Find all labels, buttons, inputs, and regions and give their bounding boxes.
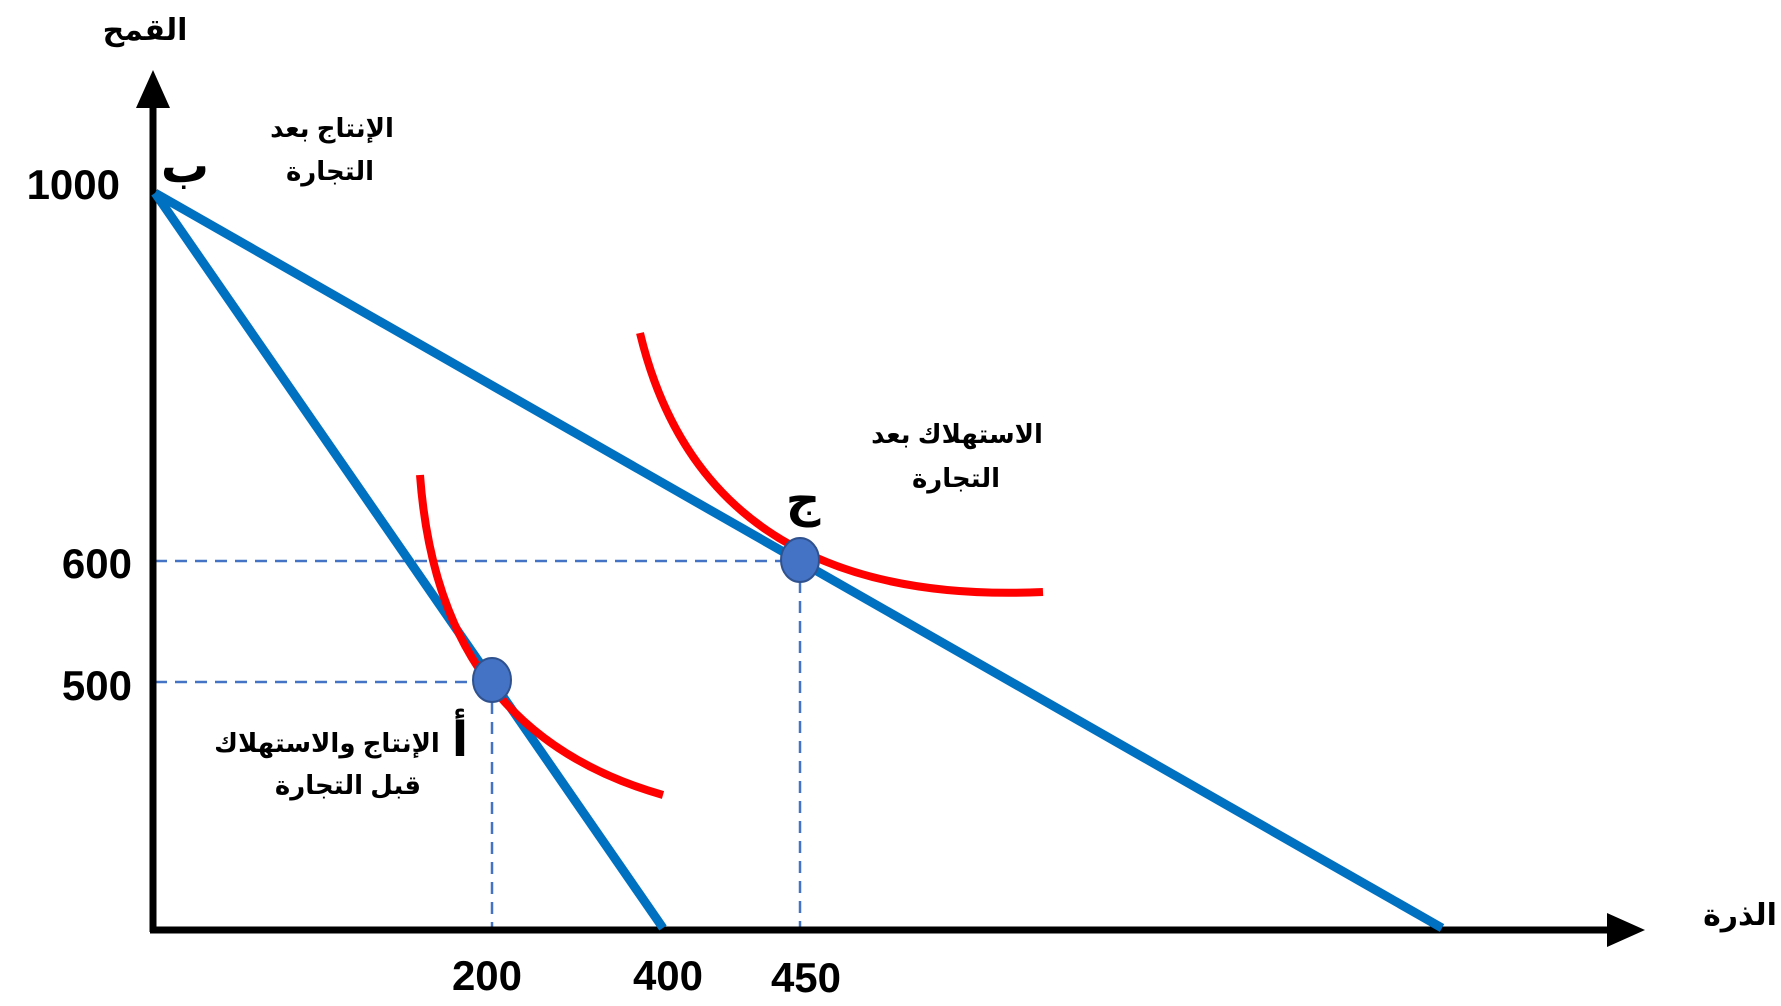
x-tick-450: 450 — [771, 954, 841, 1001]
point-a-label: أ — [452, 708, 468, 767]
point-c-marker — [780, 537, 820, 583]
ppf-before-trade — [151, 190, 667, 931]
point-c-label: ج — [786, 474, 821, 528]
x-tick-400: 400 — [633, 952, 703, 999]
y-tick-1000: 1000 — [27, 161, 120, 208]
y-tick-500: 500 — [62, 662, 132, 709]
y-axis-arrow — [136, 70, 170, 108]
x-axis-arrow — [1607, 913, 1645, 947]
y-tick-600: 600 — [62, 540, 132, 587]
x-tick-200: 200 — [452, 952, 522, 999]
production-after-trade-line1: الإنتاج بعد — [270, 113, 394, 144]
production-after-trade-line2: التجارة — [286, 156, 374, 186]
indifference-curve-after-trade — [636, 332, 1044, 597]
point-b-label: ب — [161, 140, 209, 193]
x-axis-title: الذرة — [1703, 899, 1777, 932]
before-trade-line1: الإنتاج والاستهلاك — [214, 728, 440, 759]
point-a-marker — [472, 657, 512, 703]
consumption-after-trade-line2: التجارة — [912, 463, 1000, 493]
consumption-after-trade-line1: الاستهلاك بعد — [871, 419, 1043, 450]
before-trade-line2: قبل التجارة — [275, 770, 421, 800]
y-axis-title: القمح — [103, 14, 188, 47]
